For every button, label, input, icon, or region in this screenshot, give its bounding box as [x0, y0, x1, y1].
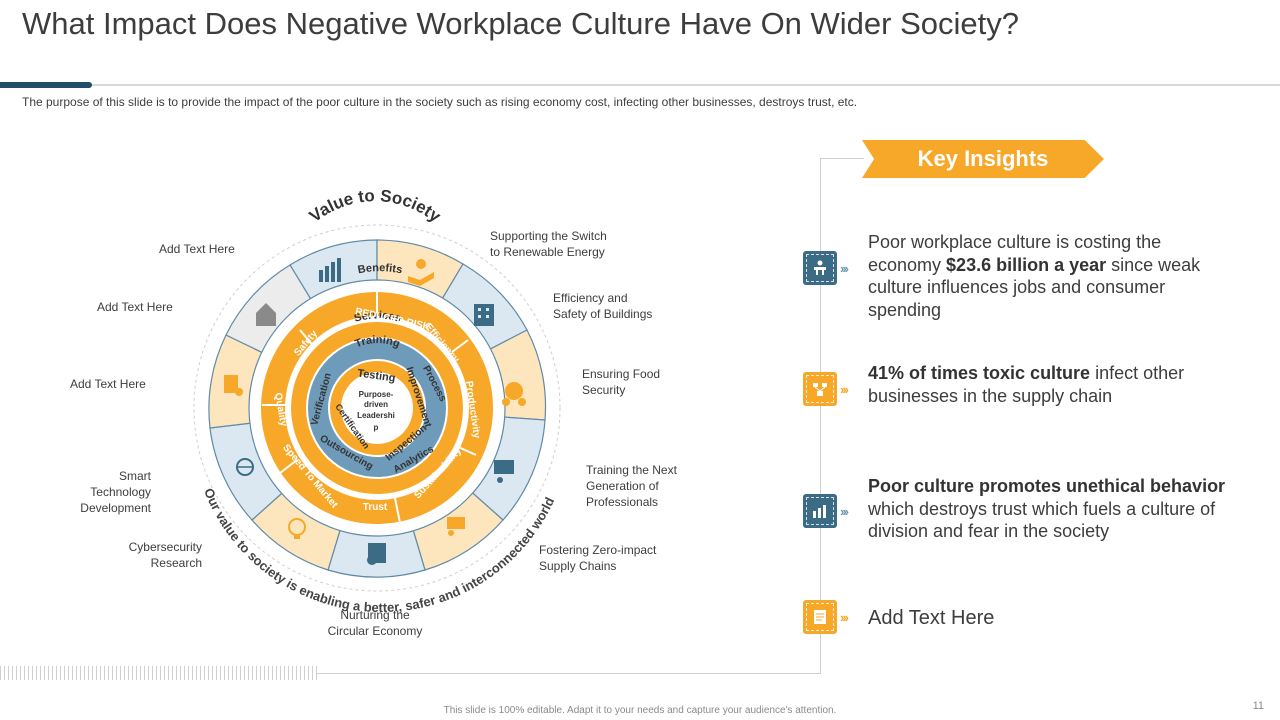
label-add-text-3: Add Text Here	[70, 377, 146, 391]
label-food-security: Ensuring Food Security	[582, 366, 660, 398]
title-accent-bar	[0, 82, 92, 88]
ring-testing: Testing	[357, 367, 397, 384]
label-line: Technology	[90, 485, 151, 499]
label-line: Efficiency and	[553, 291, 628, 305]
key-insights-banner: Key Insights	[862, 140, 1104, 178]
insight-1-text: Poor workplace culture is costing the ec…	[868, 232, 1162, 275]
insight-2: 41% of times toxic culture infect other …	[868, 362, 1228, 407]
ring-services: Services	[353, 309, 402, 324]
footer-note: This slide is 100% editable. Adapt it to…	[443, 705, 837, 716]
insight-2-highlight: 41% of times toxic culture	[868, 363, 1091, 383]
center-text-1: Purpose-	[359, 390, 394, 399]
subtitle: The purpose of this slide is to provide …	[22, 95, 858, 109]
insights-connector-top	[820, 158, 864, 159]
lightbulb-gear-icon	[288, 518, 306, 539]
label-line: Fostering Zero-impact	[539, 543, 657, 557]
title-divider	[0, 84, 1280, 86]
insight-1-text-end: since weak culture influences jobs and c…	[868, 254, 1201, 320]
label-line: Smart	[118, 469, 151, 483]
label-line: Circular Economy	[327, 624, 423, 638]
center-text-3: Leadershi	[357, 411, 395, 420]
svg-text:Services: Services	[353, 309, 402, 324]
label-add-text-1: Add Text Here	[159, 242, 235, 256]
label-line: Supply Chains	[539, 559, 617, 573]
chevrons-icon: ›››	[840, 610, 849, 625]
bar-chart-icon	[319, 258, 341, 282]
hand-coin-icon	[408, 259, 434, 286]
teamwork-icon	[447, 517, 465, 536]
food-globe-icon	[502, 382, 526, 406]
label-cybersecurity: Cybersecurity Research	[100, 539, 202, 571]
value-wheel: Value to Society Our value to society is…	[193, 186, 561, 615]
insights-connector-vertical	[820, 158, 821, 674]
insight-2-text: infect other businesses in the supply ch…	[868, 363, 1185, 406]
worker-desk-icon	[803, 251, 837, 285]
label-line: Research	[150, 556, 202, 570]
label-renewable-energy: Supporting the Switch to Renewable Energ…	[490, 228, 607, 260]
label-smart-technology: Smart Technology Development	[60, 468, 151, 516]
label-add-text-2: Add Text Here	[97, 300, 173, 314]
insight-4: Add Text Here	[868, 607, 995, 629]
label-line: Supporting the Switch	[490, 229, 607, 243]
money-calculator-icon	[367, 543, 386, 565]
chevrons-icon: ›››	[840, 261, 849, 276]
label-line: Professionals	[586, 495, 659, 509]
document-icon	[803, 600, 837, 634]
insight-3: Poor culture promotes unethical behavior…	[868, 475, 1228, 543]
presentation-icon	[494, 460, 514, 483]
label-circular-economy: Nurturing the Circular Economy	[312, 607, 438, 639]
svg-text:Value to Society: Value to Society	[306, 186, 445, 226]
home-shield-icon	[256, 303, 276, 326]
technology-globe-icon	[236, 458, 254, 476]
insight-1: Poor workplace culture is costing the ec…	[868, 231, 1228, 321]
insight-1-highlight: $23.6 billion a year	[946, 254, 1107, 275]
chevrons-icon: ›››	[840, 382, 849, 397]
svg-text:Benefits: Benefits	[357, 262, 403, 276]
label-line: Security	[582, 383, 626, 397]
label-line: Cybersecurity	[128, 540, 202, 554]
building-chart-icon	[803, 494, 837, 528]
document-check-icon	[224, 375, 243, 396]
page-number: 11	[1252, 700, 1264, 712]
label-line: Ensuring Food	[582, 367, 661, 381]
insights-connector-bottom	[316, 673, 821, 674]
label-training-professionals: Training the Next Generation of Professi…	[586, 462, 677, 510]
ring-benefits: Benefits	[357, 262, 403, 276]
arc-value-to-society: Value to Society	[306, 186, 445, 226]
ring-trust: Trust	[363, 502, 388, 513]
label-supply-chains: Fostering Zero-impact Supply Chains	[539, 542, 656, 574]
insight-3-text: which destroys trust which fuels a cultu…	[868, 498, 1216, 542]
label-line: Development	[80, 501, 151, 515]
center-text-2: driven	[364, 400, 388, 409]
chevrons-icon: ›››	[840, 504, 849, 519]
center-text-4: p	[374, 423, 379, 432]
page-title: What Impact Does Negative Workplace Cult…	[22, 6, 1019, 41]
label-efficiency-safety: Efficiency and Safety of Buildings	[553, 290, 652, 322]
building-icon	[474, 304, 494, 326]
label-line: Safety of Buildings	[553, 307, 653, 321]
label-line: Training the Next	[586, 463, 677, 477]
label-line: Generation of	[586, 479, 659, 493]
insight-3-highlight: Poor culture promotes unethical behavior	[868, 476, 1226, 496]
decorative-ticks	[0, 666, 318, 680]
label-line: to Renewable Energy	[490, 245, 605, 259]
label-line: Nurturing the	[340, 608, 410, 622]
network-chart-icon	[803, 372, 837, 406]
